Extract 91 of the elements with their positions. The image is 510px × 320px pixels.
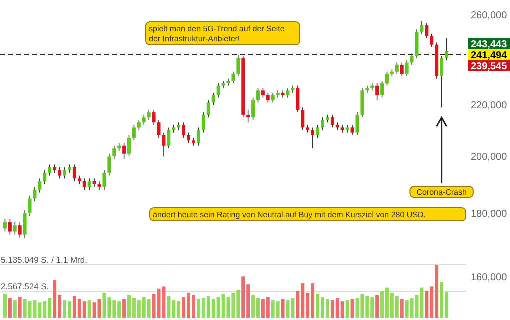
y-tick-label: 160,000	[471, 272, 508, 284]
candlestick	[206, 100, 210, 118]
candlestick	[430, 34, 434, 48]
candlestick	[405, 60, 409, 77]
candlestick	[167, 127, 171, 149]
callout: ändert heute sein Rating von Neutral auf Buy mit dem Kursziel von 280 USD.	[150, 208, 466, 222]
bar	[8, 298, 12, 318]
bar	[18, 297, 22, 318]
candlestick	[400, 62, 404, 77]
candlestick	[23, 210, 27, 238]
y-tick-label: 200,000	[471, 152, 508, 164]
annotation: ändert heute sein Rating von Neutral auf Buy mit dem Kursziel von 280 USD.	[153, 210, 426, 220]
bar	[13, 300, 17, 318]
callout: Corona-Crash	[410, 186, 474, 198]
candlestick	[196, 127, 200, 146]
candlestick	[88, 178, 92, 190]
candlestick	[48, 164, 52, 176]
candlestick	[132, 124, 136, 142]
candlestick	[330, 114, 334, 128]
candlestick	[72, 164, 76, 182]
candlestick	[3, 219, 7, 232]
candlestick	[256, 88, 260, 104]
bar	[122, 299, 126, 318]
candlestick	[232, 71, 236, 84]
candlestick	[216, 83, 220, 98]
y-tick-label: 220,000	[471, 100, 508, 112]
candlestick	[28, 195, 32, 217]
candlestick	[321, 117, 324, 131]
bar	[400, 299, 404, 318]
candlestick	[286, 88, 290, 98]
candlestick	[445, 38, 449, 61]
candlestick	[112, 145, 116, 160]
candlestick	[440, 56, 444, 108]
candlestick	[316, 124, 320, 138]
candlestick	[395, 62, 399, 75]
candlestick	[271, 92, 275, 104]
candlestick	[261, 88, 265, 98]
candlestick	[38, 178, 42, 194]
candlestick	[128, 135, 131, 157]
candlestick	[108, 153, 112, 176]
candlestick	[102, 170, 106, 190]
bar	[3, 294, 7, 318]
candlestick	[212, 92, 216, 106]
bar	[88, 300, 92, 318]
bar	[346, 300, 350, 318]
bar	[376, 295, 380, 318]
candlestick	[18, 222, 22, 238]
candlestick	[386, 71, 389, 86]
text: 239,545	[471, 61, 508, 72]
candlestick	[356, 112, 360, 136]
candlestick	[336, 122, 340, 131]
candlestick	[301, 107, 305, 131]
candlestick	[187, 132, 191, 144]
candlestick	[63, 167, 66, 180]
candlestick	[152, 110, 156, 126]
annotation: Corona-Crash	[416, 188, 467, 198]
candlestick	[162, 132, 166, 157]
candlestick	[157, 120, 161, 138]
candlestick	[420, 20, 424, 34]
candlestick	[380, 80, 384, 98]
y-tick-label: 260,000	[471, 10, 508, 22]
candlestick	[350, 124, 354, 136]
candlestick	[236, 54, 240, 77]
ref-line-label: 241,494	[471, 50, 508, 62]
candlestick	[296, 85, 300, 113]
candlestick	[8, 219, 12, 236]
callout: spielt man den 5G-Trend auf der Seite der Infrastruktur-Anbieter!	[146, 22, 300, 46]
candlestick	[177, 122, 181, 131]
candlestick	[311, 127, 315, 149]
candlestick	[376, 83, 380, 101]
candlestick	[43, 170, 47, 185]
ref-line-label: 5.135.049 S. / 1,1 Mrd.	[1, 255, 88, 265]
bar	[281, 299, 285, 318]
candlestick	[202, 112, 206, 134]
candlestick	[252, 97, 256, 120]
y-tick-label: 180,000	[471, 208, 508, 220]
candlestick	[13, 222, 17, 236]
candlestick	[82, 178, 86, 190]
candlestick	[147, 110, 151, 120]
candlestick	[122, 142, 126, 160]
candlestick	[142, 114, 146, 126]
candlestick	[137, 120, 141, 131]
annotation: spielt man den 5G-Trend auf der Seite der Infrastruktur-Anbieter!	[149, 24, 286, 44]
candlestick	[410, 53, 414, 66]
candlestick	[266, 92, 270, 104]
text: 243,443	[471, 39, 508, 50]
candlestick	[425, 22, 429, 39]
candlestick	[182, 122, 186, 138]
candlestick	[58, 167, 62, 180]
ref-line-label: 2.567.524 S.	[1, 282, 50, 292]
candlestick	[246, 110, 250, 123]
